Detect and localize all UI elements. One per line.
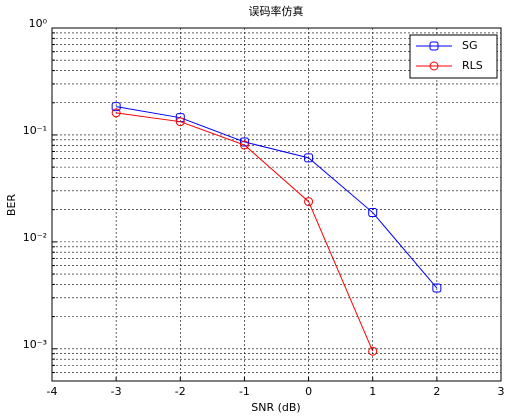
y-axis-label: BER bbox=[5, 194, 18, 216]
x-tick-label: -3 bbox=[111, 385, 122, 398]
y-tick-label: 10⁻² bbox=[23, 231, 47, 244]
x-tick-label: -2 bbox=[175, 385, 186, 398]
marker bbox=[432, 283, 442, 293]
legend-marker bbox=[429, 41, 439, 51]
chart-title: 误码率仿真 bbox=[249, 4, 304, 18]
marker bbox=[239, 140, 249, 150]
marker bbox=[368, 208, 378, 218]
legend-label: RLS bbox=[462, 59, 483, 72]
y-tick-label: 10⁻³ bbox=[23, 338, 47, 351]
marker bbox=[304, 197, 314, 207]
legend-label: SG bbox=[462, 39, 478, 52]
marker bbox=[111, 102, 121, 112]
x-tick-label: -1 bbox=[239, 385, 250, 398]
x-tick-label: 0 bbox=[305, 385, 312, 398]
marker bbox=[368, 346, 378, 356]
legend-box bbox=[409, 34, 498, 79]
marker bbox=[304, 153, 314, 163]
y-tick-label: 10⁻¹ bbox=[23, 124, 47, 137]
x-tick-label: 1 bbox=[369, 385, 376, 398]
plot-frame bbox=[51, 27, 502, 382]
y-tick-label: 10⁰ bbox=[29, 17, 48, 30]
marker bbox=[239, 137, 249, 147]
marker bbox=[111, 108, 121, 118]
x-tick-label: 2 bbox=[433, 385, 440, 398]
x-axis-label: SNR (dB) bbox=[251, 401, 300, 414]
series-line bbox=[116, 106, 438, 289]
plot-area bbox=[52, 28, 501, 381]
series-line bbox=[116, 112, 374, 352]
marker bbox=[175, 117, 185, 127]
x-tick-label: -4 bbox=[47, 385, 58, 398]
legend-marker bbox=[429, 61, 439, 71]
x-tick-label: 3 bbox=[498, 385, 505, 398]
